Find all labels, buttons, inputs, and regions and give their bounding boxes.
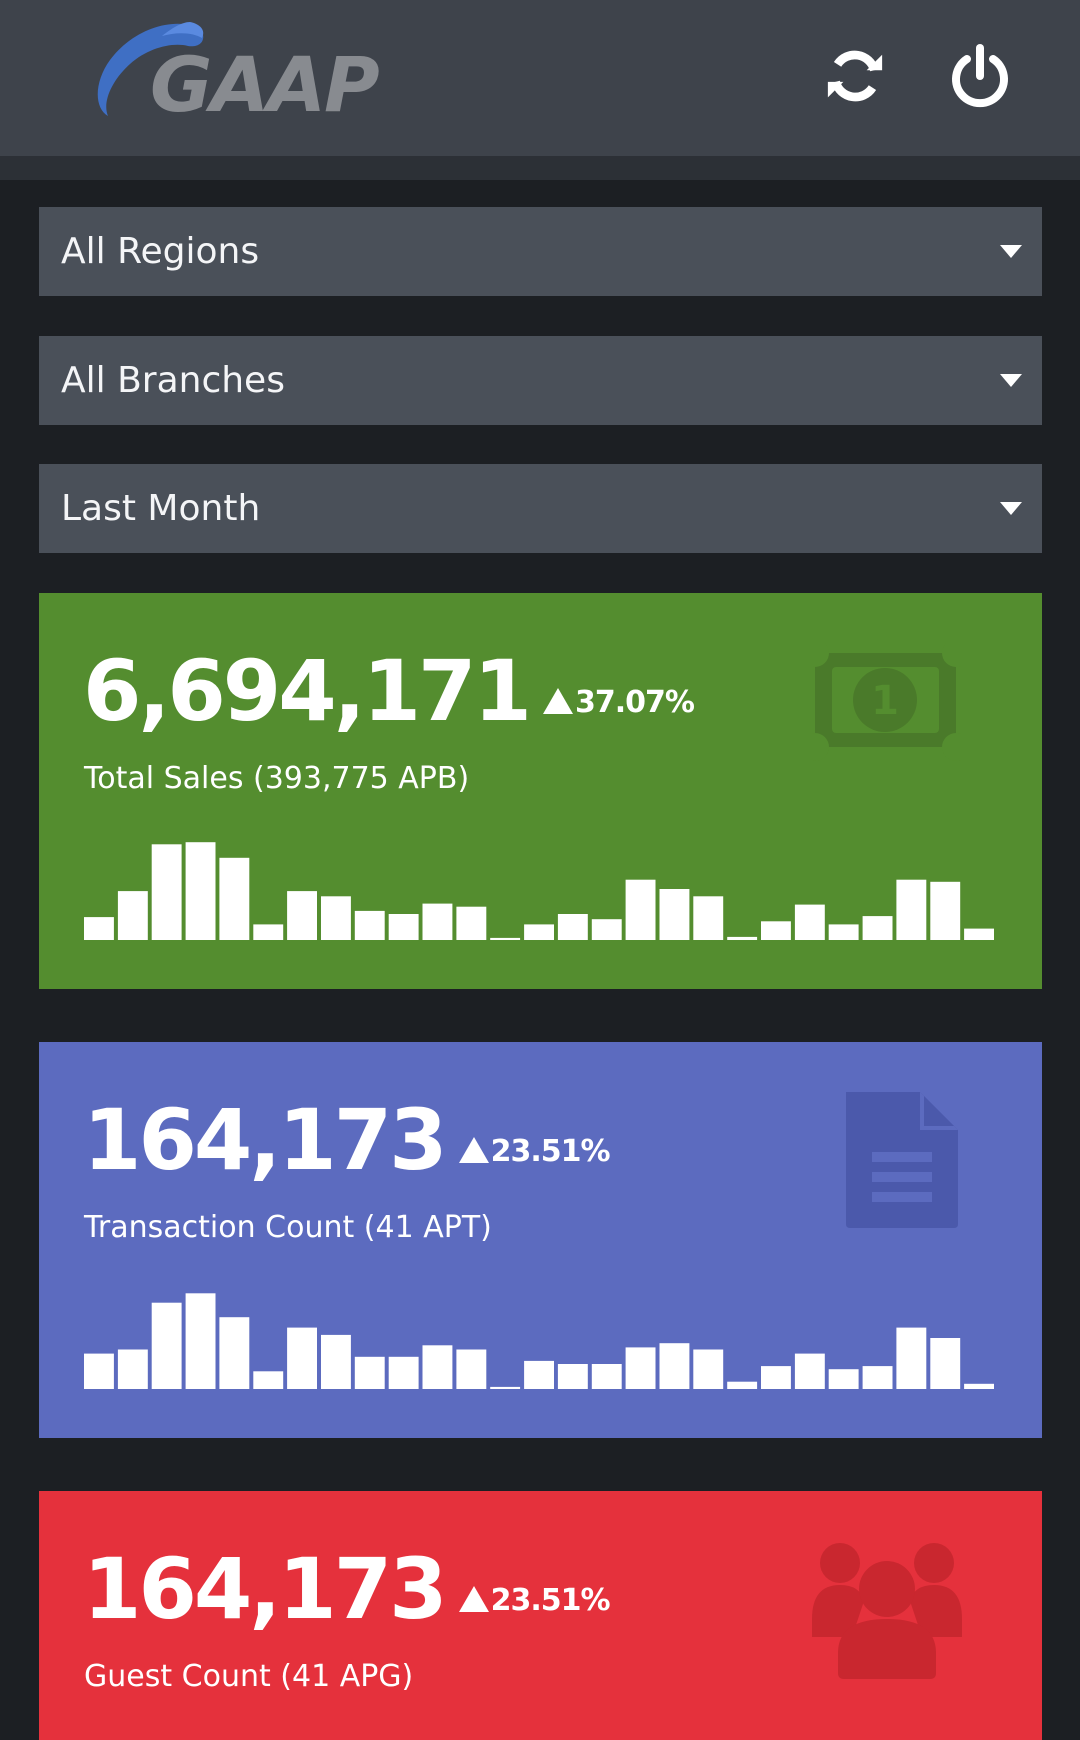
sparkline-bar	[964, 1383, 994, 1389]
region-select[interactable]: All Regions	[39, 207, 1042, 296]
sparkline-bar	[321, 896, 351, 940]
branch-select[interactable]: All Branches	[39, 336, 1042, 425]
card-value: 164,173 23.51%	[83, 1547, 611, 1631]
period-select[interactable]: Last Month	[39, 464, 1042, 553]
sparkline-bar	[862, 1366, 893, 1389]
sparkline-bar	[253, 1371, 284, 1389]
sparkline-bar	[794, 1353, 825, 1389]
logout-button[interactable]	[940, 36, 1020, 116]
money-bill-icon: 1	[812, 643, 962, 761]
total-sales-label: Total Sales (393,775 APB)	[84, 761, 470, 796]
chevron-down-icon	[1000, 245, 1022, 258]
sparkline-bar	[456, 1349, 487, 1389]
logo-swoosh-icon	[97, 22, 204, 117]
sparkline-bar	[219, 1317, 250, 1389]
card-value: 164,173 23.51%	[83, 1098, 611, 1182]
header-divider	[0, 156, 1080, 180]
sparkline-bar	[185, 1293, 216, 1389]
sparkline-bar	[490, 1386, 521, 1389]
transaction-count-value: 164,173	[83, 1091, 448, 1189]
sparkline-bar	[456, 906, 487, 940]
sparkline-bar	[794, 904, 825, 940]
sparkline-bar	[321, 1334, 351, 1389]
sparkline-bar	[422, 1345, 453, 1389]
sparkline-bar	[388, 1356, 419, 1389]
sparkline-bar	[896, 879, 927, 940]
period-select-value: Last Month	[61, 488, 261, 529]
sparkline-bar	[930, 881, 961, 940]
sparkline-bar	[727, 1381, 758, 1389]
sparkline-bar	[591, 919, 622, 940]
app-header: GAAP	[0, 0, 1080, 156]
sparkline-bar	[761, 1366, 791, 1389]
total-sales-card[interactable]: 6,694,171 37.07% Total Sales (393,775 APB…	[39, 593, 1042, 989]
transaction-count-label: Transaction Count (41 APT)	[84, 1210, 492, 1245]
sparkline-bar	[557, 914, 588, 940]
chevron-down-icon	[1000, 502, 1022, 515]
region-select-value: All Regions	[61, 231, 260, 272]
sparkline-bar	[659, 889, 690, 940]
app-logo: GAAP	[92, 20, 380, 129]
sparkline-bar	[84, 917, 114, 940]
logo-text: GAAP	[150, 40, 380, 129]
change-badge: 37.07%	[542, 685, 695, 720]
card-value: 6,694,171 37.07%	[83, 649, 695, 733]
branch-select-value: All Branches	[61, 360, 285, 401]
power-icon	[952, 44, 1008, 108]
sparkline-bar	[117, 891, 148, 940]
refresh-button[interactable]	[815, 36, 895, 116]
svg-text:1: 1	[871, 678, 899, 724]
sparkline-bar	[287, 1327, 317, 1389]
sparkline-bar	[388, 914, 419, 940]
sparkline-bar	[151, 844, 182, 940]
sparkline-bar	[964, 928, 994, 940]
change-badge: 23.51%	[458, 1583, 611, 1618]
sparkline-bar	[659, 1343, 690, 1389]
guest-count-value: 164,173	[83, 1540, 448, 1638]
guest-count-change: 23.51%	[490, 1583, 611, 1618]
transaction-count-sparkline	[84, 1293, 994, 1389]
sparkline-bar	[828, 924, 859, 940]
guest-count-label: Guest Count (41 APG)	[84, 1659, 414, 1694]
sparkline-bar	[117, 1349, 148, 1389]
sparkline-bar	[151, 1302, 182, 1389]
sparkline-bar	[693, 1349, 724, 1389]
sparkline-bar	[253, 924, 284, 940]
total-sales-change: 37.07%	[574, 685, 695, 720]
refresh-icon	[827, 50, 883, 102]
sparkline-bar	[354, 910, 385, 940]
sparkline-bar	[557, 1364, 588, 1389]
guest-count-card[interactable]: 164,173 23.51% Guest Count (41 APG)	[39, 1491, 1042, 1740]
chevron-down-icon	[1000, 374, 1022, 387]
sparkline-bar	[727, 936, 758, 940]
sparkline-bar	[422, 903, 453, 940]
arrow-up-icon	[458, 1586, 489, 1612]
sparkline-bar	[354, 1356, 385, 1389]
document-icon	[846, 1092, 958, 1228]
sparkline-bar	[625, 1347, 656, 1389]
arrow-up-icon	[458, 1137, 489, 1163]
sparkline-bar	[524, 924, 554, 940]
transaction-count-card[interactable]: 164,173 23.51% Transaction Count (41 APT)	[39, 1042, 1042, 1438]
sparkline-bar	[490, 937, 521, 940]
sparkline-bar	[185, 842, 216, 940]
sparkline-bar	[287, 891, 317, 940]
sparkline-bar	[625, 879, 656, 940]
sparkline-bar	[524, 1360, 554, 1389]
change-badge: 23.51%	[458, 1134, 611, 1169]
sparkline-bar	[930, 1338, 961, 1389]
sparkline-bar	[761, 921, 791, 940]
total-sales-sparkline	[84, 842, 994, 940]
sparkline-bar	[219, 857, 250, 940]
transaction-count-change: 23.51%	[490, 1134, 611, 1169]
sparkline-bar	[693, 896, 724, 940]
arrow-up-icon	[542, 688, 573, 714]
users-icon	[812, 1543, 962, 1679]
sparkline-bar	[828, 1369, 859, 1389]
sparkline-bar	[591, 1364, 622, 1389]
total-sales-value: 6,694,171	[83, 642, 532, 740]
sparkline-bar	[896, 1327, 927, 1389]
sparkline-bar	[862, 916, 893, 940]
sparkline-bar	[84, 1353, 114, 1389]
